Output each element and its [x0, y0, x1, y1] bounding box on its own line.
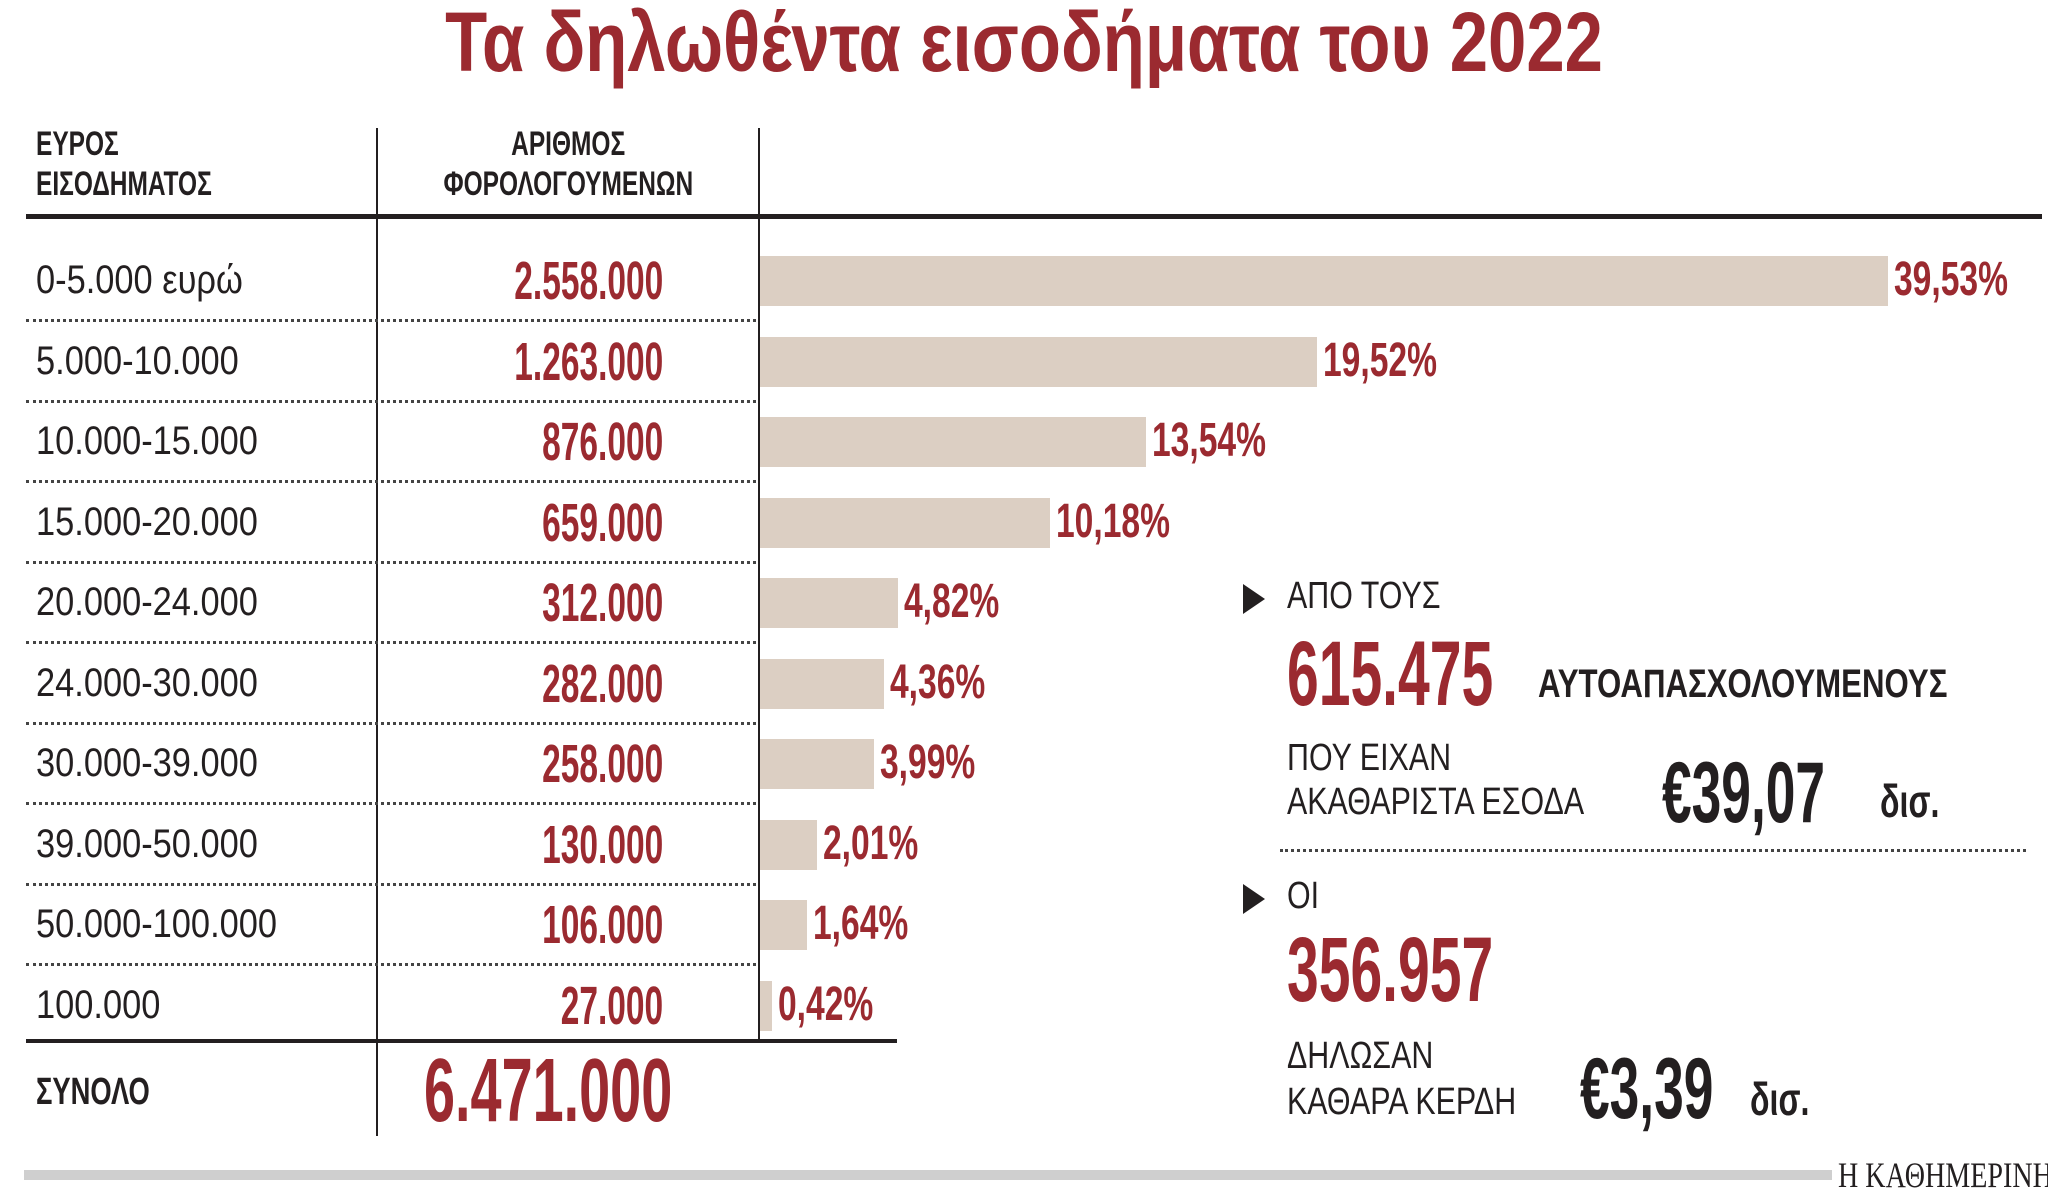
net-profit-amount: €3,39 [1580, 1041, 1714, 1137]
side-text-1a: ΠΟΥ ΕΙΧΑΝ [1287, 737, 1452, 779]
total-label: ΣΥΝΟΛΟ [36, 1071, 150, 1113]
column-divider [758, 128, 760, 1040]
percentage-label: 39,53% [1894, 253, 2008, 306]
income-range-label: 0-5.000 ευρώ [36, 258, 243, 302]
row-divider [26, 802, 756, 805]
taxpayer-count: 2.558.000 [514, 251, 663, 311]
taxpayer-count: 312.000 [541, 573, 663, 633]
percentage-label: 4,82% [903, 575, 999, 628]
bar [760, 658, 885, 709]
side-divider [1280, 849, 2026, 852]
income-range-label: 24.000-30.000 [36, 660, 258, 705]
taxpayer-count: 258.000 [541, 734, 663, 794]
bar [760, 256, 1888, 306]
taxpayer-count: 659.000 [541, 492, 663, 553]
gross-revenue-amount: €39,07 [1662, 745, 1826, 841]
taxpayer-count: 27.000 [560, 975, 663, 1036]
taxpayer-count: 106.000 [541, 895, 663, 955]
header-income-range: ΕΥΡΟΣ ΕΙΣΟΔΗΜΑΤΟΣ [36, 125, 212, 203]
side-text-2b: ΚΑΘΑΡΑ ΚΕΡΔΗ [1287, 1081, 1517, 1123]
percentage-label: 2,01% [823, 816, 919, 870]
percentage-label: 10,18% [1056, 494, 1171, 548]
net-profit-unit: δισ. [1750, 1073, 1810, 1125]
income-range-label: 20.000-24.000 [36, 580, 258, 624]
gross-revenue-unit: δισ. [1880, 775, 1940, 827]
header-taxpayers: ΑΡΙΘΜΟΣ ΦΟΡΟΛΟΓΟΥΜΕΝΩΝ [443, 125, 693, 203]
income-range-label: 50.000-100.000 [36, 902, 278, 946]
kathimerini-logo: Η ΚΑΘΗΜΕΡΙΝΗ [1838, 1155, 2048, 1195]
taxpayer-count: 282.000 [541, 653, 663, 714]
row-divider [26, 882, 756, 886]
side-text-1b: ΑΚΑΘΑΡΙΣΤΑ ΕΣΟΔΑ [1287, 781, 1585, 823]
percentage-label: 3,99% [879, 736, 976, 789]
side-intro-2: ΟΙ [1287, 875, 1320, 917]
total-value: 6.471.000 [424, 1041, 673, 1141]
bar [760, 900, 807, 950]
row-divider [26, 399, 756, 403]
percentage-label: 4,36% [890, 655, 986, 709]
footer-bar [24, 1170, 1832, 1180]
side-intro-1: ΑΠΟ ΤΟΥΣ [1287, 575, 1441, 617]
row-divider [26, 319, 756, 322]
triangle-bullet-icon [1243, 584, 1265, 614]
net-profit-count: 356.957 [1287, 919, 1494, 1021]
income-range-label: 30.000-39.000 [36, 741, 258, 785]
row-divider [26, 641, 756, 644]
row-divider [26, 963, 756, 966]
income-range-label: 39.000-50.000 [36, 821, 258, 866]
income-range-label: 100.000 [36, 982, 161, 1027]
income-range-label: 5.000-10.000 [36, 338, 239, 383]
bar [760, 739, 874, 789]
percentage-label: 1,64% [812, 897, 909, 950]
bar [760, 578, 898, 628]
bar [760, 819, 818, 870]
total-rule [26, 1039, 897, 1043]
self-employed-label: ΑΥΤΟΑΠΑΣΧΟΛΟΥΜΕΝΟΥΣ [1538, 662, 1948, 706]
bar [760, 980, 772, 1031]
side-text-2a: ΔΗΛΩΣΑΝ [1287, 1035, 1434, 1077]
self-employed-count: 615.475 [1287, 623, 1494, 725]
triangle-bullet-icon [1243, 884, 1265, 914]
taxpayer-count: 1.263.000 [514, 331, 663, 392]
income-range-label: 15.000-20.000 [36, 499, 258, 544]
percentage-label: 19,52% [1323, 333, 1437, 387]
percentage-label: 0,42% [777, 977, 874, 1031]
percentage-label: 13,54% [1152, 414, 1267, 467]
taxpayer-count: 876.000 [541, 412, 663, 472]
bar [760, 336, 1317, 387]
column-divider [376, 128, 378, 1136]
taxpayer-count: 130.000 [541, 814, 663, 875]
row-divider [26, 560, 756, 564]
bar [760, 497, 1051, 548]
row-divider [26, 480, 756, 483]
row-divider [26, 721, 756, 725]
income-range-label: 10.000-15.000 [36, 419, 258, 463]
bar [760, 417, 1147, 467]
header-rule [26, 214, 2042, 219]
chart-title: Τα δηλωθέντα εισοδήματα του 2022 [445, 0, 1603, 89]
